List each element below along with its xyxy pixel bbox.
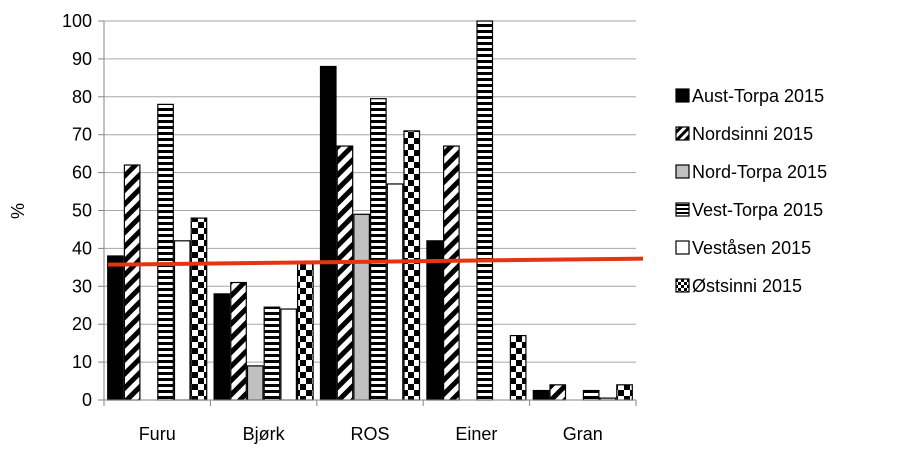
legend-swatch <box>675 240 690 255</box>
x-tick-label: Einer <box>455 424 497 444</box>
legend-label: Nordsinni 2015 <box>692 124 813 144</box>
y-tick-label: 60 <box>72 163 92 183</box>
legend-swatch <box>675 164 690 179</box>
bar <box>319 65 337 401</box>
bar <box>297 262 314 401</box>
bar <box>230 281 247 401</box>
legend: Aust-Torpa 2015 Nordsinni 2015 Nord-Torpa … <box>675 86 827 296</box>
y-tick-label: 20 <box>72 314 92 334</box>
bar <box>386 183 404 401</box>
bar <box>107 255 124 401</box>
bar <box>213 293 231 401</box>
reference-line-group <box>107 256 644 267</box>
bar <box>246 365 264 401</box>
legend-swatch <box>675 278 690 293</box>
bar <box>549 384 567 401</box>
axes: 0 10 20 30 40 50 60 70 80 90 100 Furu Bjørk ROS Einer G… <box>62 11 637 444</box>
y-tick-label: 100 <box>62 11 92 31</box>
y-axis-label: % <box>8 203 28 219</box>
reference-line <box>107 256 644 267</box>
y-tick-label: 70 <box>72 125 92 145</box>
bar <box>509 334 527 401</box>
legend-label: Vest-Torpa 2015 <box>692 200 823 220</box>
y-tick-label: 0 <box>82 390 92 410</box>
x-tick-label: Bjørk <box>243 424 286 444</box>
bar <box>336 145 354 401</box>
y-tick-label: 40 <box>72 238 92 258</box>
legend-label: Østsinni 2015 <box>692 276 802 296</box>
bar <box>443 145 460 401</box>
bar <box>190 217 208 401</box>
bar <box>532 389 550 401</box>
bar <box>426 240 443 401</box>
y-tick-label: 90 <box>72 49 92 69</box>
y-tick-label: 80 <box>72 87 92 107</box>
x-tick-label: Gran <box>563 424 603 444</box>
bar <box>123 164 141 401</box>
y-tick-label: 10 <box>72 352 92 372</box>
bar <box>263 306 281 401</box>
y-tick-label: 50 <box>72 201 92 221</box>
bar <box>280 308 297 401</box>
x-tick-label: Furu <box>139 424 176 444</box>
bar <box>353 213 370 401</box>
legend-swatch <box>675 88 690 103</box>
bar <box>616 384 633 401</box>
bar <box>157 103 174 401</box>
legend-label: Aust-Torpa 2015 <box>692 86 824 106</box>
bar <box>403 130 421 401</box>
legend-swatch <box>675 202 690 217</box>
bar <box>370 98 387 401</box>
bar <box>582 389 600 401</box>
bar <box>476 20 494 401</box>
legend-label: Veståsen 2015 <box>692 238 811 258</box>
y-tick-label: 30 <box>72 276 92 296</box>
legend-label: Nord-Torpa 2015 <box>692 162 827 182</box>
legend-swatch <box>675 126 690 141</box>
x-tick-label: ROS <box>350 424 389 444</box>
